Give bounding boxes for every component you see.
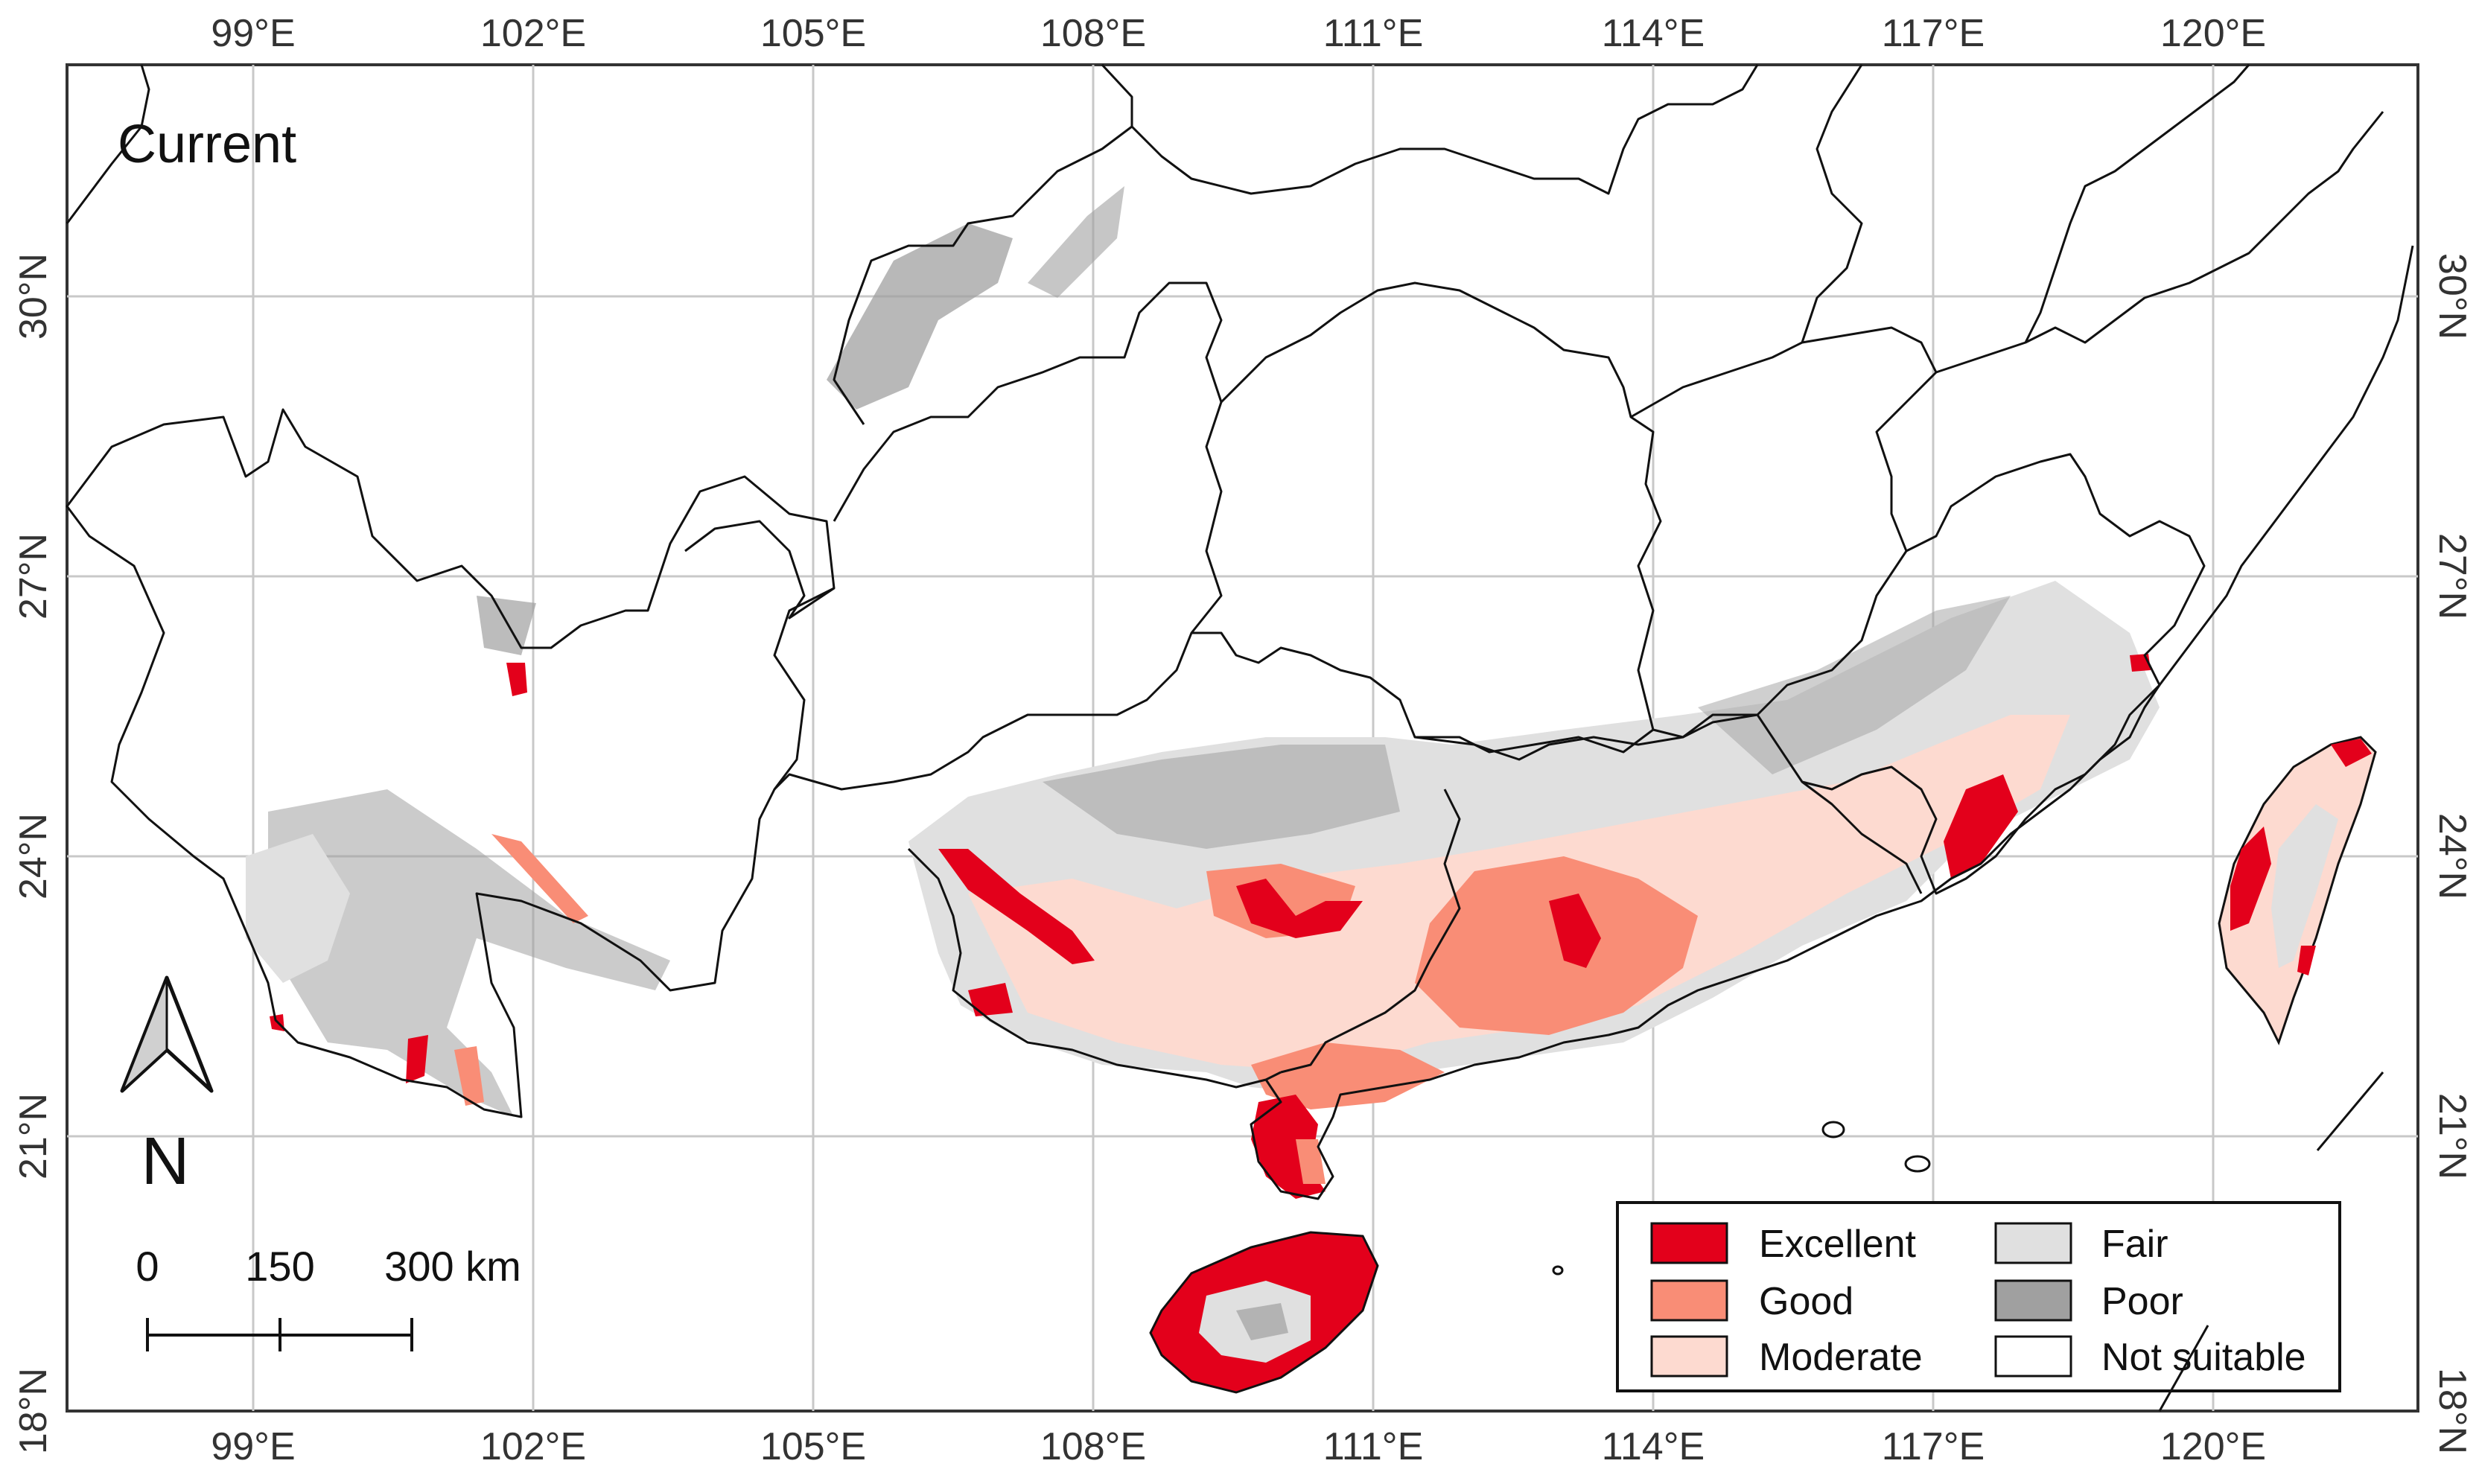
boundary-jiangxi [1630, 326, 1938, 739]
legend-swatch-not-suitable [1994, 1335, 2072, 1378]
lat-label-left: 30°N [12, 253, 55, 340]
lat-label-right: 27°N [2431, 533, 2474, 620]
lon-label-bottom: 99°E [211, 1425, 295, 1468]
lat-label-right: 18°N [2431, 1368, 2474, 1454]
right-lat-labels: 18°N 21°N 24°N 27°N 30°N [2431, 253, 2474, 1454]
excellent-spot-yunnan-south [406, 1035, 428, 1083]
lon-label-top: 108°E [1040, 12, 1146, 55]
top-lon-labels: 99°E 102°E 105°E 108°E 111°E 114°E 117°E… [211, 12, 2266, 55]
lat-label-left: 21°N [12, 1093, 55, 1179]
legend-label-not-suitable: Not suitable [2101, 1336, 2306, 1379]
boundary-guizhou-west [684, 520, 835, 620]
excellent-zone-fujian-coast [1944, 774, 2018, 879]
scale-label-300: 300 km [384, 1243, 521, 1290]
lat-label-left: 18°N [12, 1368, 55, 1454]
legend-swatch-excellent [1650, 1222, 1728, 1264]
lat-label-right: 24°N [2431, 813, 2474, 899]
excellent-zone-guangdong [1549, 894, 1601, 968]
poor-strip-hubei [1028, 186, 1124, 298]
good-strip-yunnan [491, 834, 588, 923]
lon-label-bottom: 108°E [1040, 1425, 1146, 1468]
boundary-yunnan [66, 408, 836, 1118]
poor-spot-central-yunnan [477, 596, 536, 655]
graticule [67, 65, 2418, 1411]
lon-label-bottom: 114°E [1602, 1425, 1705, 1468]
lat-label-left: 27°N [12, 533, 55, 620]
north-arrow-shade [121, 977, 168, 1092]
lon-label-top: 114°E [1602, 12, 1705, 55]
lon-label-top: 111°E [1323, 12, 1424, 55]
north-arrow: N [120, 975, 214, 1199]
boundary-hunan [1191, 281, 1662, 754]
boundary-yunnan-border [66, 64, 150, 224]
boundary-hubei [1130, 64, 1759, 195]
scale-label-150: 150 [245, 1243, 314, 1290]
legend-swatch-good [1650, 1279, 1728, 1322]
scale-label-0: 0 [136, 1243, 159, 1290]
legend-swatch-moderate [1650, 1335, 1728, 1378]
legend-swatch-poor [1994, 1279, 2072, 1322]
legend-label-fair: Fair [2101, 1223, 2168, 1266]
good-zone-leizhou [1251, 1042, 1445, 1109]
scale-bar: 0 150 300 km [136, 1243, 521, 1351]
lon-label-bottom: 120°E [2160, 1425, 2266, 1468]
poor-zone-chongqing [827, 223, 1013, 410]
lon-label-top: 117°E [1882, 12, 1985, 55]
legend-label-poor: Poor [2101, 1280, 2183, 1323]
islands [1552, 1121, 1931, 1307]
lon-label-bottom: 105°E [760, 1425, 866, 1468]
boundary-segments [2158, 1071, 2384, 1412]
poor-zone-south-china [1043, 745, 1400, 849]
boundary-anhui-zhejiang [1801, 64, 2384, 374]
legend: Excellent Good Moderate Fair Poor Not su… [1616, 1201, 2341, 1392]
excellent-zone-guangxi-west [938, 849, 1095, 964]
lon-label-bottom: 117°E [1882, 1425, 1985, 1468]
good-spot-yunnan-southeast [454, 1046, 484, 1106]
good-zone-guangdong [1415, 856, 1698, 1035]
boundary-guangxi-guangdong [1280, 713, 1923, 1074]
coastline-south-china [1250, 245, 2414, 1200]
lat-label-right: 30°N [2431, 253, 2474, 340]
lon-label-top: 120°E [2160, 12, 2266, 55]
lat-label-right: 21°N [2431, 1093, 2474, 1179]
boundary-guangxi-south [907, 847, 1282, 1089]
poor-zone-hainan-interior [1236, 1303, 1288, 1340]
excellent-zone-guangxi-central [1236, 879, 1363, 938]
boundary-guizhou-north [773, 281, 1223, 791]
panel-label: Current [118, 115, 296, 174]
fair-zone-yunnan [246, 834, 350, 983]
legend-label-good: Good [1759, 1280, 1853, 1323]
scale-bar-line [146, 1318, 413, 1351]
lon-label-bottom: 111°E [1323, 1425, 1424, 1468]
lat-label-left: 24°N [12, 813, 55, 899]
suitability-layer [246, 186, 2377, 1394]
excellent-zone-taiwan-south [2297, 946, 2316, 975]
bottom-lon-labels: 99°E 102°E 105°E 108°E 111°E 114°E 117°E… [211, 1425, 2266, 1468]
lon-label-bottom: 102°E [480, 1425, 586, 1468]
lon-label-top: 105°E [760, 12, 866, 55]
excellent-zone-taiwan-north [2331, 739, 2372, 767]
excellent-spot-guangxi-south [968, 983, 1013, 1016]
legend-box [1616, 1201, 2341, 1392]
poor-zone-yunnan [268, 789, 670, 1117]
excellent-spot-central-yunnan [506, 663, 527, 696]
excellent-zone-taiwan-west [2230, 827, 2271, 931]
legend-label-moderate: Moderate [1759, 1336, 1923, 1379]
lon-label-top: 102°E [480, 12, 586, 55]
good-zone-leizhou-tip [1296, 1139, 1326, 1184]
left-lat-labels: 18°N 21°N 24°N 27°N 30°N [12, 253, 55, 1454]
fair-zone-taiwan-interior [2271, 804, 2338, 968]
lon-label-top: 99°E [211, 12, 295, 55]
poor-zone-fujian [1698, 596, 2011, 774]
legend-label-excellent: Excellent [1759, 1223, 1917, 1266]
legend-swatch-fair [1994, 1222, 2072, 1264]
north-label: N [141, 1124, 190, 1199]
province-boundaries [66, 63, 2414, 1200]
